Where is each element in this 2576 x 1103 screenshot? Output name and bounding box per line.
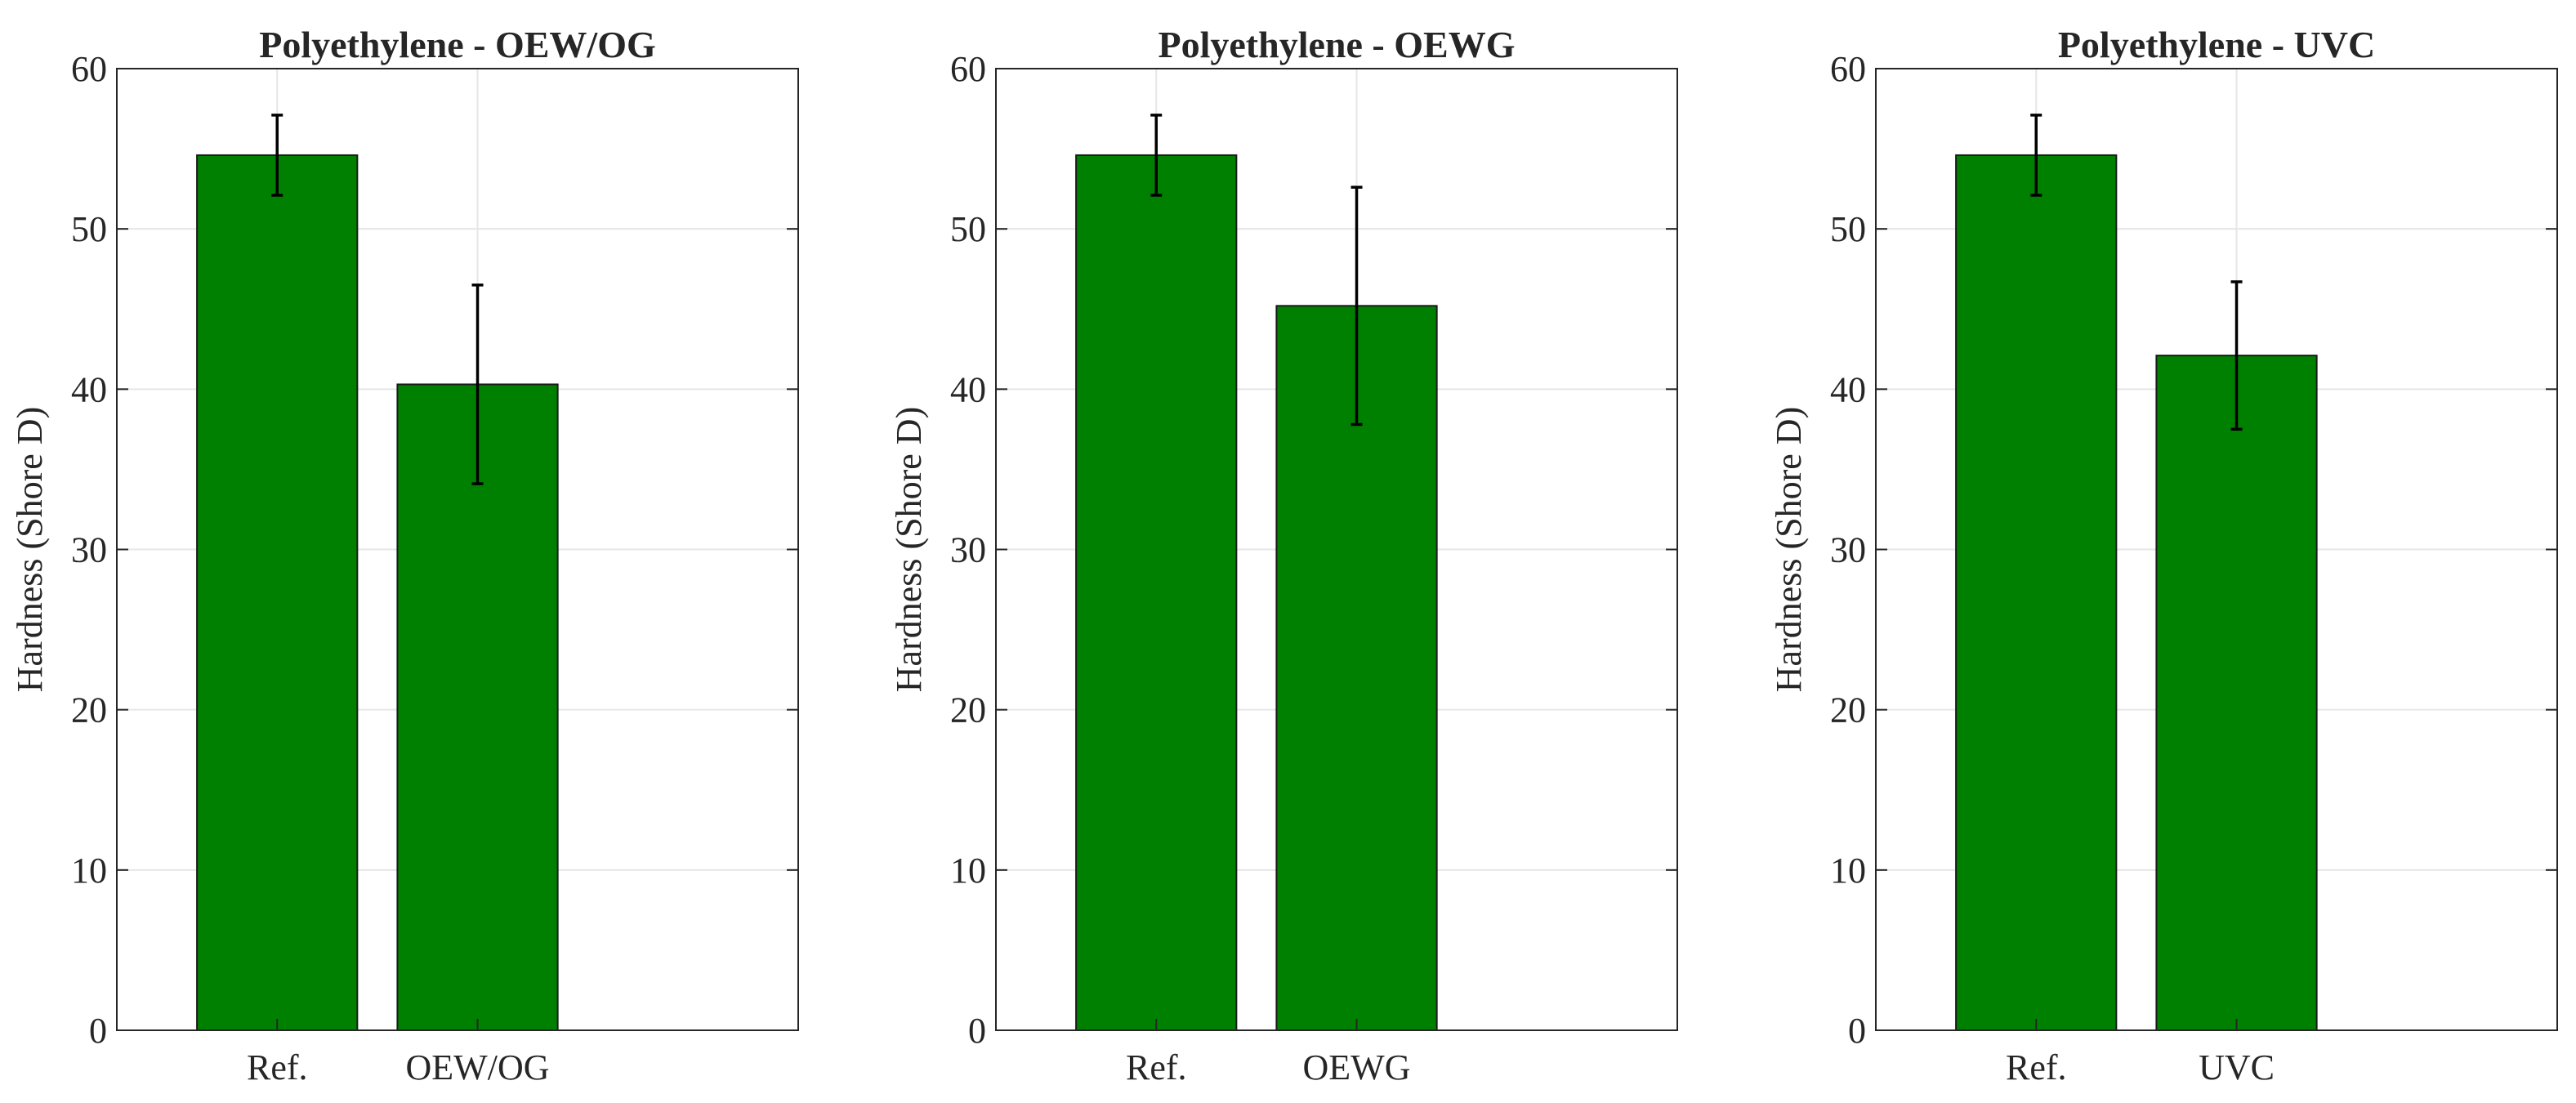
error-bar-2	[471, 284, 484, 485]
y-tick-label: 30	[1830, 530, 1866, 570]
bar-2	[1275, 305, 1438, 1031]
x-tick-label: OEWG	[1303, 1047, 1411, 1087]
chart-title: Polyethylene - OEW/OG	[259, 24, 656, 65]
chart-panel-3: 0 10 20 30 40 50 60 Ref. UVC Polyethylene - UVC Ha…	[1769, 24, 2558, 1087]
x-tick-label: OEW/OG	[406, 1047, 550, 1087]
x-tick-label: Ref.	[1126, 1047, 1187, 1087]
x-tick-label: Ref.	[247, 1047, 308, 1087]
y-tick-label: 10	[950, 851, 986, 891]
x-tick-label: UVC	[2199, 1047, 2275, 1087]
chart-panel-1: 0 10 20 30 40 50 60 Ref. OEW/OG Polyethylene - OE…	[10, 24, 799, 1087]
y-tick-label: 60	[950, 49, 986, 89]
y-tick-label: 50	[950, 209, 986, 249]
error-bar-2	[1351, 185, 1363, 426]
y-axis-label: Hardness (Shore D)	[1769, 407, 1809, 692]
y-tick-label: 60	[71, 49, 107, 89]
y-tick-label: 60	[1830, 49, 1866, 89]
y-tick-label: 40	[950, 369, 986, 409]
y-tick-label: 0	[89, 1011, 107, 1051]
y-tick-label: 10	[71, 851, 107, 891]
y-tick-label: 40	[71, 369, 107, 409]
y-axis-label: Hardness (Shore D)	[889, 407, 929, 692]
chart-title: Polyethylene - OEWG	[1159, 24, 1516, 65]
y-tick-label: 0	[968, 1011, 986, 1051]
y-tick-label: 20	[950, 690, 986, 730]
y-axis-label: Hardness (Shore D)	[10, 407, 50, 692]
y-tick-label: 50	[71, 209, 107, 249]
error-bar-2	[2230, 280, 2243, 431]
bar-2	[2155, 355, 2318, 1032]
error-bar-1	[2030, 114, 2042, 197]
error-bar-1	[271, 114, 283, 197]
bar-1	[1955, 154, 2118, 1031]
error-bar-1	[1150, 114, 1163, 197]
bar-1	[1075, 154, 1238, 1031]
y-tick-label: 20	[1830, 690, 1866, 730]
y-tick-label: 40	[1830, 369, 1866, 409]
x-tick-label: Ref.	[2006, 1047, 2067, 1087]
y-tick-label: 10	[1830, 851, 1866, 891]
y-tick-label: 50	[1830, 209, 1866, 249]
chart-panel-2: 0 10 20 30 40 50 60 Ref. OEWG Polyethylene - OEWG…	[889, 24, 1678, 1087]
chart-title: Polyethylene - UVC	[2058, 24, 2375, 65]
y-tick-label: 0	[1848, 1011, 1866, 1051]
bar-2	[396, 383, 559, 1032]
y-tick-label: 30	[950, 530, 986, 570]
bar-1	[196, 154, 359, 1031]
y-tick-label: 20	[71, 690, 107, 730]
y-tick-label: 30	[71, 530, 107, 570]
